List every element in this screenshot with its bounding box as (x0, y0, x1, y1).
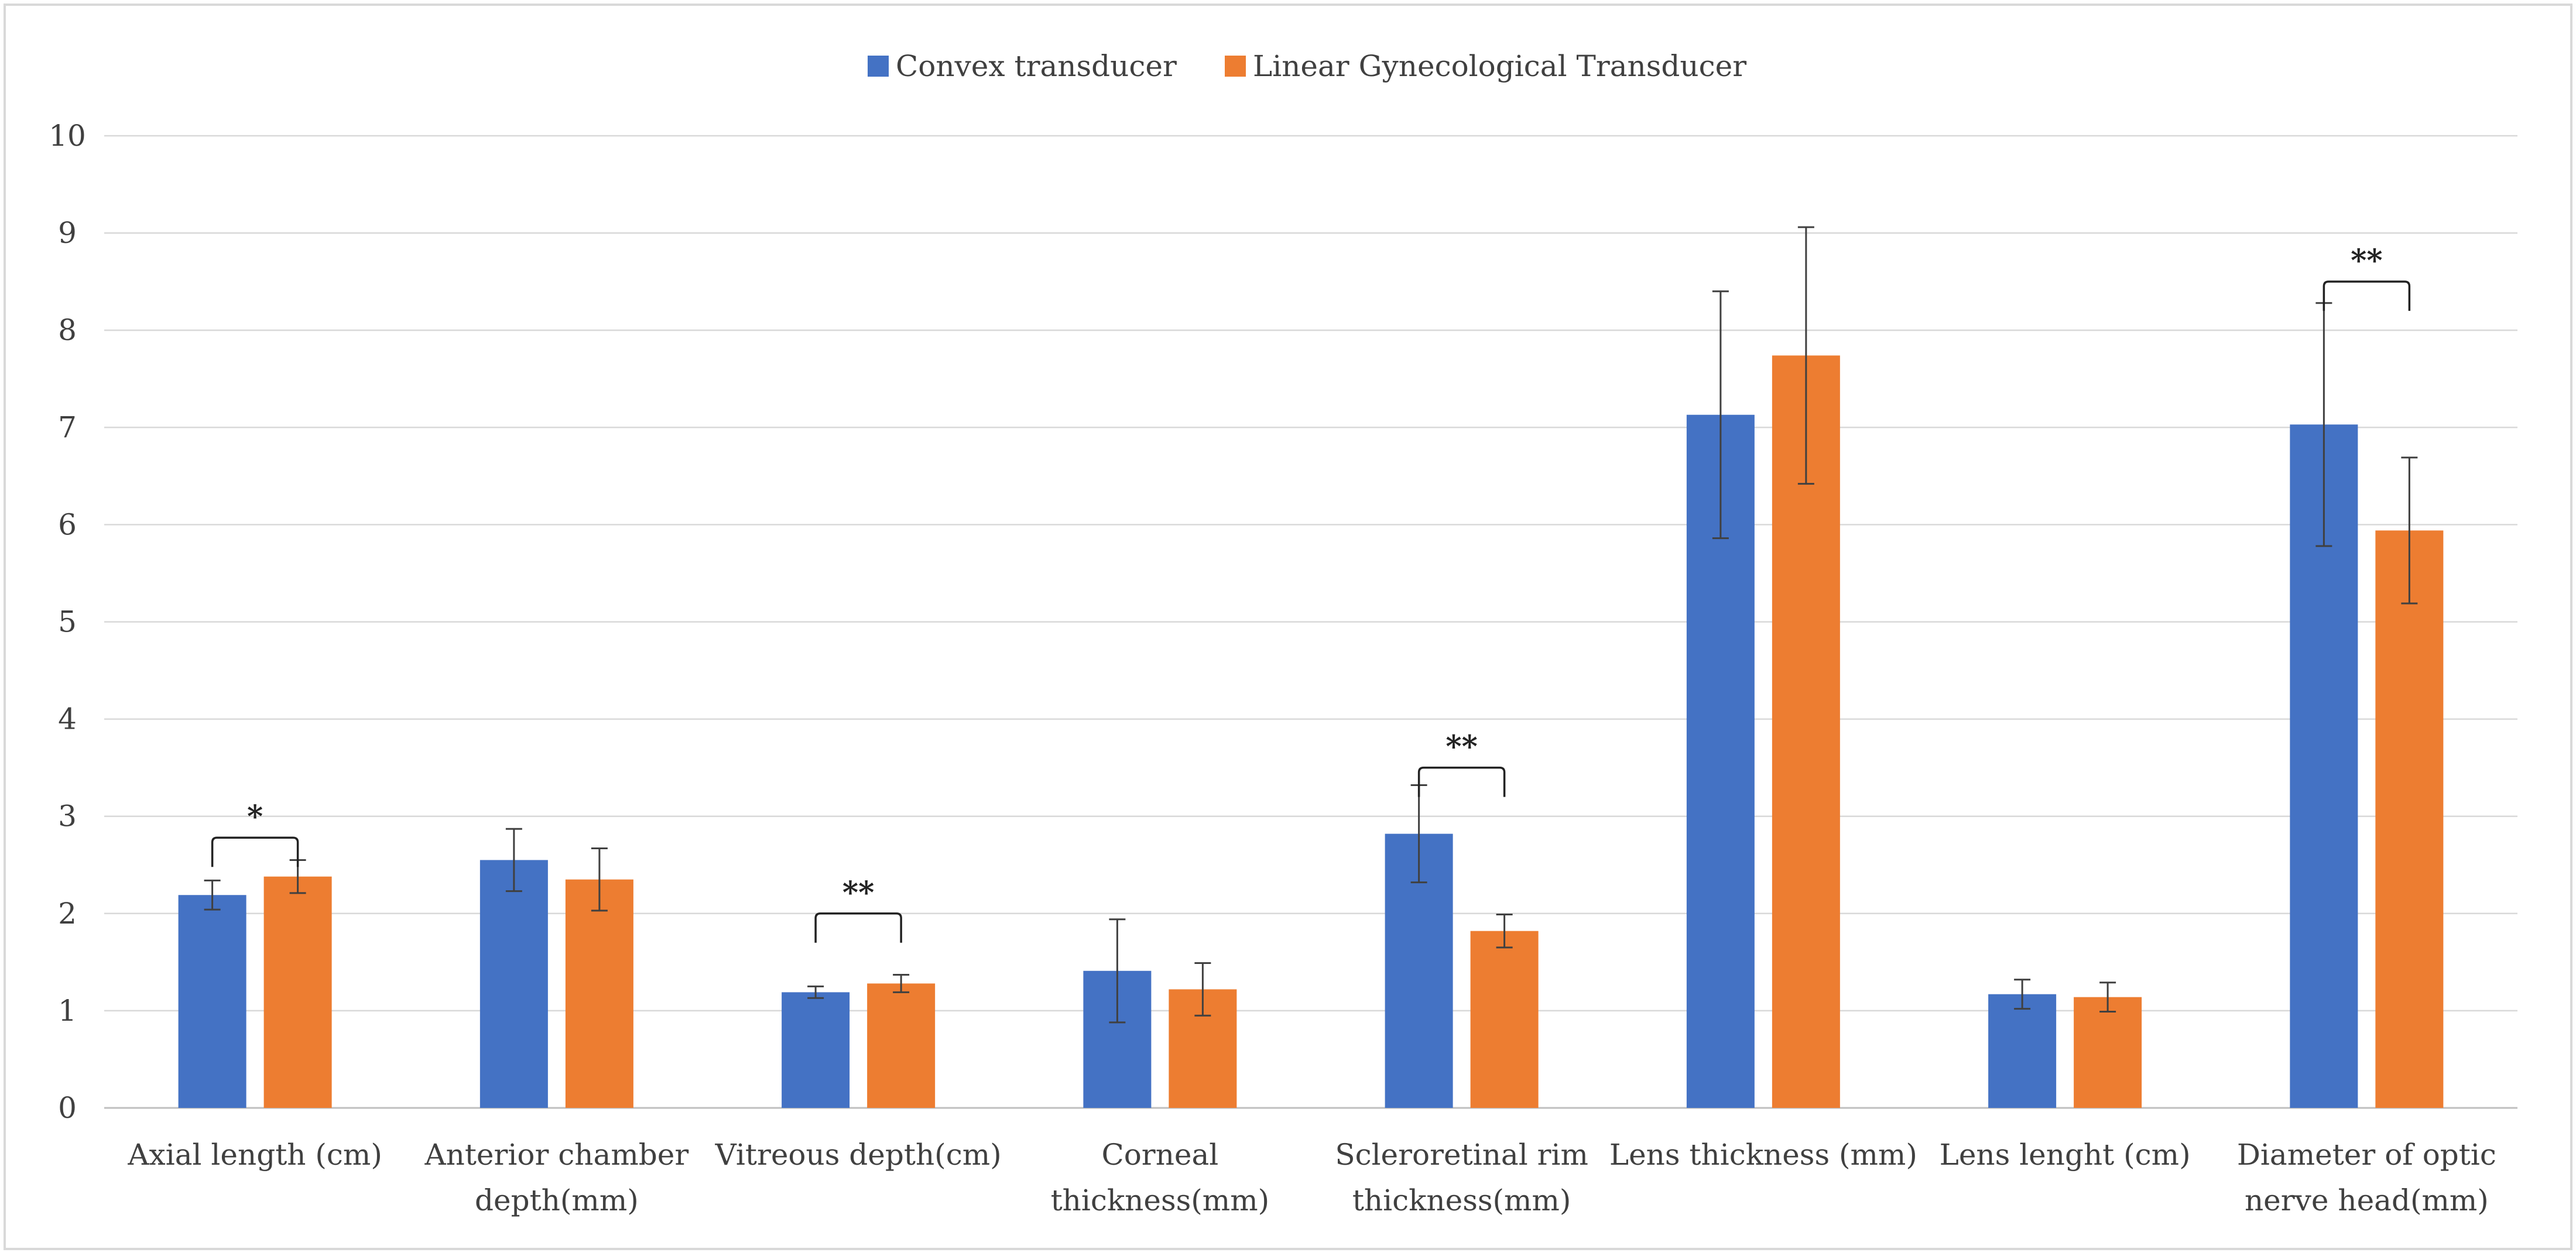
y-tick-label: 4 (58, 702, 77, 736)
legend-swatch-linear (1225, 56, 1246, 77)
significance-bracket (2322, 280, 2411, 311)
error-bars (204, 226, 2418, 1024)
error-bar-convex-2 (807, 985, 824, 999)
error-bar-convex-6 (2014, 979, 2031, 1010)
y-tick-label: 0 (58, 1091, 77, 1125)
significance-bracket (814, 912, 902, 943)
y-tick-label: 7 (58, 410, 77, 444)
bar-convex-0 (178, 895, 246, 1108)
x-category-label: depth(mm) (475, 1183, 639, 1217)
legend: Convex transducer Linear Gynecological Tr… (868, 49, 1746, 83)
y-tick-label: 5 (58, 605, 77, 639)
x-category-label: Vitreous depth(cm) (715, 1138, 1002, 1172)
significance-bracket (211, 836, 299, 867)
error-bar-linear-4 (1496, 913, 1513, 949)
bar-convex-6 (1988, 994, 2057, 1108)
bar-linear-7 (2375, 530, 2444, 1108)
x-category-label: Scleroretinal rim (1335, 1138, 1588, 1172)
error-bar-linear-3 (1194, 962, 1211, 1017)
x-category-label: Lens thickness (mm) (1609, 1138, 1917, 1172)
error-bar-convex-1 (505, 828, 522, 893)
error-bar-convex-5 (1712, 290, 1729, 540)
y-tick-label: 6 (58, 507, 77, 541)
error-bar-convex-3 (1109, 918, 1126, 1024)
significance-markers: ******* (211, 243, 2411, 943)
bar-linear-6 (2074, 997, 2142, 1108)
significance-label: ** (1445, 729, 1477, 765)
x-category-label: thickness(mm) (1352, 1183, 1571, 1217)
error-bar-convex-0 (204, 879, 221, 911)
error-bar-linear-6 (2099, 982, 2116, 1013)
significance-bracket (1417, 766, 1506, 797)
x-category-label: Corneal (1101, 1138, 1218, 1172)
legend-label-convex: Convex transducer (896, 49, 1177, 83)
chart-border (4, 4, 2572, 1250)
bar-linear-0 (263, 876, 332, 1108)
error-bar-linear-2 (893, 973, 910, 993)
y-tick-label: 10 (49, 119, 86, 153)
bar-convex-1 (479, 860, 548, 1108)
error-bar-linear-1 (591, 847, 608, 912)
error-bar-linear-5 (1797, 226, 1814, 485)
bar-linear-1 (565, 879, 633, 1108)
y-axis-ticks: 0 1 2 3 4 5 6 7 8 9 10 (49, 119, 86, 1125)
significance-label: ** (842, 875, 874, 911)
legend-swatch-convex (868, 56, 889, 77)
y-tick-label: 9 (58, 216, 77, 250)
x-category-label: Axial length (cm) (127, 1138, 382, 1172)
x-category-label: Lens lenght (cm) (1940, 1138, 2191, 1172)
significance-label: ** (2351, 243, 2382, 279)
x-category-label: nerve head(mm) (2245, 1183, 2489, 1217)
y-tick-label: 2 (58, 897, 77, 931)
x-category-label: Diameter of optic (2237, 1138, 2496, 1172)
bar-linear-4 (1470, 931, 1539, 1108)
x-category-label: thickness(mm) (1051, 1183, 1270, 1217)
x-category-label: Anterior chamber (424, 1138, 689, 1172)
error-bar-linear-7 (2401, 457, 2418, 605)
y-tick-label: 8 (58, 313, 77, 347)
legend-label-linear: Linear Gynecological Transducer (1253, 49, 1746, 83)
bar-linear-2 (867, 983, 936, 1108)
y-tick-label: 1 (58, 994, 77, 1028)
y-tick-label: 3 (58, 799, 77, 833)
x-axis-category-labels: Axial length (cm) Anterior chamber depth(m… (127, 1138, 2496, 1217)
significance-label: * (247, 799, 263, 835)
bar-convex-2 (782, 992, 850, 1108)
